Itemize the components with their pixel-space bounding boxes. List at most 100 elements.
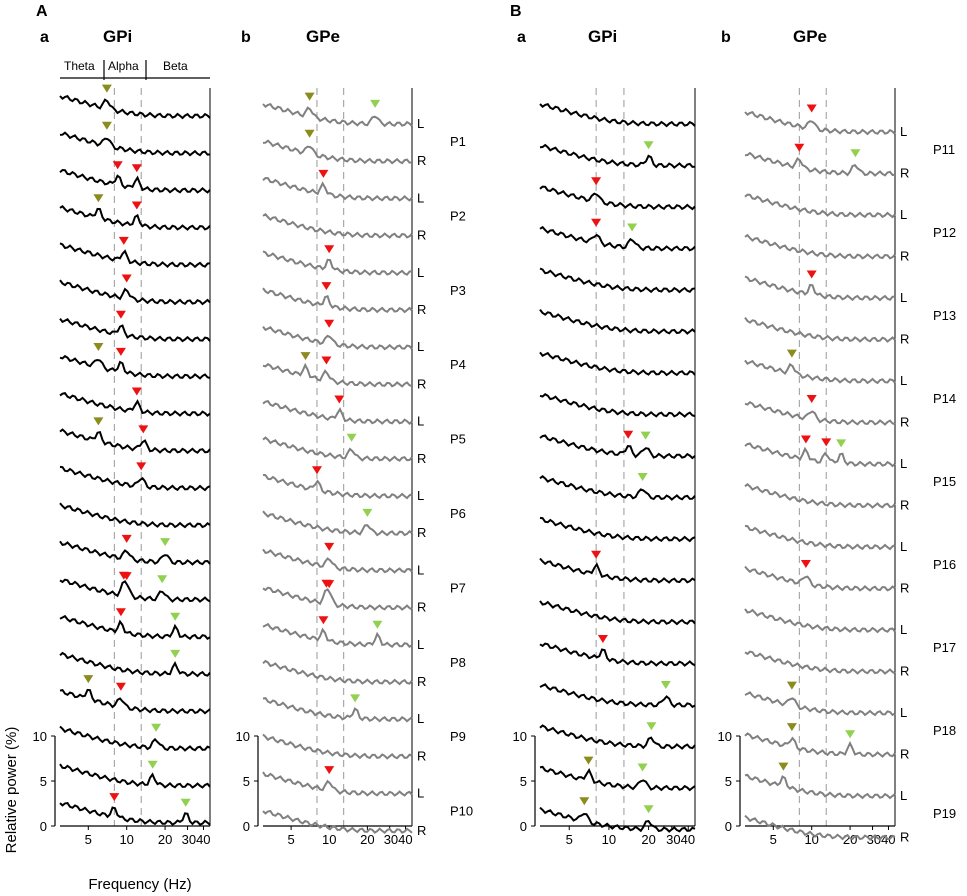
panel-b-sub-a-label: a bbox=[517, 29, 526, 46]
spectrum-b-gpi-P14-L bbox=[539, 351, 696, 377]
peak-marker-alpha-b-gpe-P16-R-0 bbox=[800, 560, 811, 568]
side-label-a-gpe-P1-R: R bbox=[417, 153, 426, 168]
peak-marker-beta-b-gpi-P11-R-0 bbox=[643, 141, 654, 150]
spectrum-a-gpe-P7-R bbox=[262, 586, 413, 611]
peak-marker-alpha-a-gpi-P4-R-1 bbox=[115, 347, 126, 356]
patient-label-P17: P17 bbox=[933, 640, 956, 655]
spectrum-b-gpe-P13-L bbox=[744, 275, 896, 302]
peak-marker-alpha-a-gpi-P5-R-1 bbox=[138, 425, 149, 434]
y-tick-label-a-gpe-0: 0 bbox=[243, 819, 250, 834]
spectrum-a-gpi-P3-R bbox=[59, 279, 211, 306]
spectrum-a-gpi-P6-R bbox=[59, 502, 211, 529]
x-tick-label-b-gpi-2: 20 bbox=[641, 832, 655, 847]
patient-label-P1: P1 bbox=[450, 134, 466, 149]
patient-label-P14: P14 bbox=[933, 391, 956, 406]
spectrum-a-gpe-P3-L bbox=[262, 250, 413, 277]
spectrum-a-gpi-P6-L bbox=[59, 465, 211, 492]
patient-label-P7: P7 bbox=[450, 580, 466, 595]
spectrum-a-gpe-P2-L bbox=[262, 176, 413, 202]
peak-marker-beta-a-gpe-P6-R-0 bbox=[362, 508, 373, 517]
side-label-a-gpe-P9-L: L bbox=[417, 711, 424, 726]
peak-marker-alpha-a-gpi-P2-L-0 bbox=[112, 161, 123, 170]
side-label-b-gpe-P14-L: L bbox=[900, 373, 907, 388]
patient-label-P6: P6 bbox=[450, 506, 466, 521]
peak-marker-theta-a-gpe-P1-L-0 bbox=[304, 92, 315, 101]
spectrum-a-gpi-P8-R bbox=[59, 651, 211, 678]
spectrum-a-gpe-P6-L bbox=[262, 473, 413, 500]
patient-label-P18: P18 bbox=[933, 723, 956, 738]
patient-label-P2: P2 bbox=[450, 208, 466, 223]
x-tick-label-a-gpe-0: 5 bbox=[287, 832, 294, 847]
spectrum-b-gpi-P11-L bbox=[539, 103, 696, 128]
spectrum-a-gpe-P3-R bbox=[262, 287, 413, 314]
peak-marker-theta-a-gpi-P4-R-0 bbox=[93, 343, 104, 351]
spectrum-b-gpe-P18-L bbox=[744, 691, 896, 717]
panel-b-label: B bbox=[510, 3, 522, 20]
spectrum-b-gpe-P11-R bbox=[744, 151, 896, 177]
panel-b-sub-b-label: b bbox=[721, 29, 731, 46]
x-tick-label-a-gpi-0: 5 bbox=[85, 832, 92, 847]
x-tick-label-a-gpe-2: 20 bbox=[360, 832, 374, 847]
spectrum-b-gpi-P19-R bbox=[539, 806, 696, 833]
spectrum-a-gpi-P10-R bbox=[59, 802, 211, 826]
side-label-a-gpe-P7-L: L bbox=[417, 562, 424, 577]
peak-marker-beta-b-gpi-P12-R-1 bbox=[627, 223, 638, 232]
peak-marker-alpha-b-gpe-P11-L-0 bbox=[806, 104, 817, 113]
panel-a-sub-b-label: b bbox=[241, 29, 251, 46]
side-label-a-gpe-P1-L: L bbox=[417, 116, 424, 131]
y-tick-label-b-gpi-10: 10 bbox=[513, 729, 527, 744]
peak-marker-beta-a-gpe-P9-L-0 bbox=[350, 694, 361, 703]
panel-a-sub-a-label: a bbox=[40, 29, 49, 46]
patient-label-P16: P16 bbox=[933, 557, 956, 572]
peak-marker-alpha-a-gpe-P5-L-0 bbox=[334, 395, 345, 404]
side-label-a-gpe-P4-L: L bbox=[417, 339, 424, 354]
y-tick-label-b-gpe-0: 0 bbox=[725, 819, 732, 834]
x-tick-label-b-gpi-3: 3040 bbox=[666, 832, 695, 847]
peak-marker-beta-b-gpe-P18-R-1 bbox=[845, 730, 856, 739]
spectrum-a-gpe-P4-R bbox=[262, 362, 413, 388]
spectrum-b-gpe-P12-R bbox=[744, 233, 896, 260]
peak-marker-alpha-a-gpi-P3-R-0 bbox=[121, 274, 132, 283]
y-tick-label-a-gpi-5: 5 bbox=[40, 774, 47, 789]
spectrum-a-gpi-P5-L bbox=[59, 391, 211, 417]
peak-marker-alpha-b-gpi-P12-L-0 bbox=[591, 177, 602, 186]
spectrum-a-gpi-P9-L bbox=[59, 688, 211, 715]
peak-marker-beta-b-gpe-P15-L-2 bbox=[836, 439, 847, 448]
spectrum-a-gpe-P10-L bbox=[262, 771, 413, 797]
peak-marker-alpha-b-gpe-P13-L-0 bbox=[806, 270, 817, 279]
spectrum-b-gpe-P14-L bbox=[744, 359, 896, 385]
spectrum-a-gpe-P9-R bbox=[262, 733, 413, 760]
side-label-a-gpe-P2-R: R bbox=[417, 228, 426, 243]
spectrum-b-gpi-P14-R bbox=[539, 392, 696, 418]
peak-marker-beta-a-gpi-P9-R-0 bbox=[151, 723, 162, 732]
x-tick-label-b-gpi-0: 5 bbox=[566, 832, 573, 847]
spectrum-b-gpi-P17-L bbox=[539, 600, 696, 626]
side-label-a-gpe-P10-L: L bbox=[417, 786, 424, 801]
spectrum-a-gpi-P7-R bbox=[59, 578, 211, 603]
peak-marker-alpha-a-gpe-P7-R-1 bbox=[324, 580, 335, 589]
spectrum-b-gpe-P19-R bbox=[744, 814, 896, 841]
patient-label-P19: P19 bbox=[933, 806, 956, 821]
gpe-title-b: GPe bbox=[793, 27, 827, 46]
y-tick-label-b-gpi-0: 0 bbox=[520, 819, 527, 834]
chart-marks-group: 5 10 20 3040 10 5 0 5 10 20 3040 10 5 0 L P1 R L P2 R L P3 R L P… bbox=[33, 84, 956, 847]
spectrum-b-gpi-P16-R bbox=[539, 557, 696, 584]
band-label-beta: Beta bbox=[163, 59, 188, 73]
peak-marker-alpha-a-gpi-P8-L-0 bbox=[115, 608, 126, 617]
spectrum-a-gpi-P2-R bbox=[59, 204, 211, 231]
spectrum-b-gpi-P13-R bbox=[539, 308, 696, 335]
spectrum-a-gpe-P7-L bbox=[262, 548, 413, 574]
spectrum-a-gpi-P3-L bbox=[59, 242, 211, 269]
x-tick-label-b-gpe-2: 20 bbox=[843, 832, 857, 847]
x-axis-label: Frequency (Hz) bbox=[88, 876, 191, 893]
side-label-b-gpe-P19-L: L bbox=[900, 788, 907, 803]
peak-marker-alpha-b-gpi-P16-R-0 bbox=[591, 550, 602, 559]
x-tick-label-a-gpe-1: 10 bbox=[322, 832, 336, 847]
spectrum-a-gpe-P9-L bbox=[262, 696, 413, 723]
spectrum-b-gpi-P12-R bbox=[539, 225, 696, 252]
peak-marker-theta-b-gpe-P14-L-0 bbox=[786, 349, 797, 358]
side-label-b-gpe-P17-R: R bbox=[900, 664, 909, 679]
side-label-b-gpe-P16-L: L bbox=[900, 539, 907, 554]
spectrum-a-gpe-P5-L bbox=[262, 399, 413, 425]
spectrum-a-gpi-P1-R bbox=[59, 131, 211, 157]
